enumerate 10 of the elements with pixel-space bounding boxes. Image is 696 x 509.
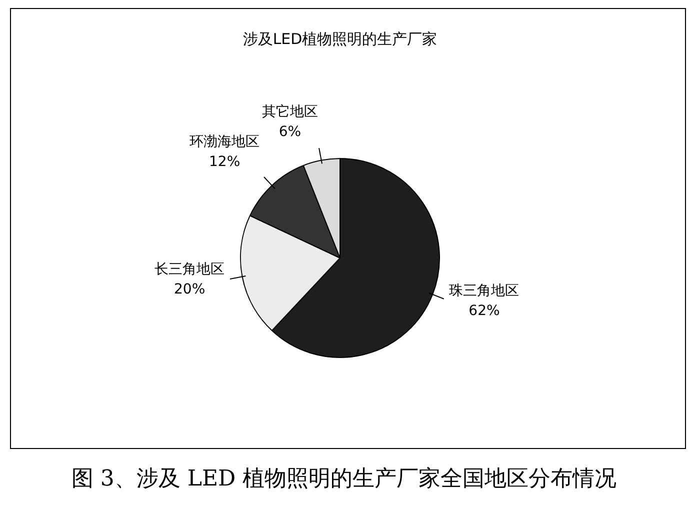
slice-label: 长三角地区 [154,262,225,278]
slice-label: 珠三角地区 [449,282,520,299]
data-label: 12% [209,154,240,170]
data-label: 20% [174,282,206,298]
slice-label: 其它地区 [262,104,318,120]
caption: 图 3、涉及 LED 植物照明的生产厂家全国地区分布情况 [71,466,617,492]
slice-label: 环渤海地区 [190,134,260,150]
chart-title: 涉及LED植物照明的生产厂家 [242,30,438,48]
data-label: 62% [468,302,500,319]
data-label: 6% [278,124,302,140]
